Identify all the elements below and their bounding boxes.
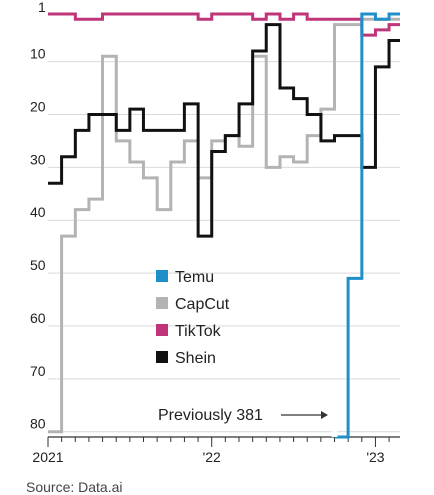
y-tick-label: 40 [30, 204, 46, 220]
legend-swatch-temu [156, 270, 168, 282]
legend-swatch-tiktok [156, 324, 168, 336]
x-tick-label: '22 [203, 449, 221, 465]
annotation-arrowhead [321, 411, 328, 419]
legend-label-capcut: CapCut [175, 296, 230, 313]
source-note: Source: Data.ai [26, 479, 123, 495]
series-line-capcut [48, 17, 400, 434]
annotation: Previously 381 [158, 395, 338, 437]
series-line-temu [334, 12, 400, 439]
legend-swatch-shein [156, 351, 168, 363]
y-tick-label: 1 [38, 0, 46, 15]
y-tick-label: 80 [30, 416, 46, 432]
y-tick-label: 10 [30, 46, 46, 62]
y-tick-label: 60 [30, 310, 46, 326]
y-tick-label: 20 [30, 98, 46, 114]
legend: Temu CapCut TikTok Shein [156, 269, 230, 367]
y-tick-label: 70 [30, 363, 46, 379]
x-axis: 2021 '22 '23 [32, 436, 400, 465]
y-axis-ticks: 1 10 20 30 40 50 60 70 80 [30, 0, 46, 432]
y-tick-label: 30 [30, 151, 46, 167]
series-lines [48, 12, 400, 439]
legend-label-shein: Shein [175, 350, 216, 367]
x-tick-label: '23 [366, 449, 384, 465]
legend-label-temu: Temu [175, 269, 214, 286]
annotation-text: Previously 381 [158, 407, 263, 424]
x-tick-label: 2021 [32, 449, 63, 465]
legend-label-tiktok: TikTok [175, 323, 222, 340]
temu-fade-mask [331, 395, 338, 437]
series-line-tiktok [48, 12, 400, 37]
series-line-shein [48, 23, 400, 238]
y-tick-label: 50 [30, 257, 46, 273]
legend-swatch-capcut [156, 297, 168, 309]
